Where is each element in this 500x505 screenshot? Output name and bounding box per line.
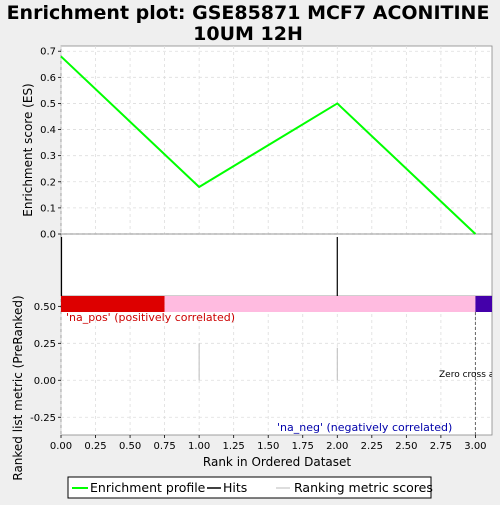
es-y-tick-label: 0.2 — [40, 177, 56, 188]
es-y-tick-label: 0.3 — [40, 151, 56, 162]
x-axis-label: Rank in Ordered Dataset — [203, 455, 351, 469]
metric-y-axis-label: Ranked list metric (PreRanked) — [11, 295, 25, 480]
metric-y-tick-label: -0.25 — [30, 413, 56, 424]
es-y-tick-label: 0.7 — [40, 47, 56, 58]
x-tick-label: 0.75 — [153, 441, 175, 452]
positive-correlation-label: 'na_pos' (positively correlated) — [66, 311, 235, 324]
x-tick-label: 1.75 — [292, 441, 314, 452]
x-tick-label: 2.00 — [326, 441, 348, 452]
legend-label-ranking-metric: Ranking metric scores — [294, 480, 433, 495]
x-tick-label: 1.50 — [257, 441, 279, 452]
es-y-axis-label: Enrichment score (ES) — [21, 83, 35, 216]
chart-marks — [60, 55, 492, 435]
legend-label-hits: Hits — [223, 480, 247, 495]
metric-y-tick-label: 0.00 — [34, 376, 56, 387]
x-tick-label: 1.00 — [188, 441, 210, 452]
es-y-tick-label: 0.4 — [40, 125, 56, 136]
metric-y-tick-label: 0.25 — [34, 339, 56, 350]
x-tick-label: 2.50 — [395, 441, 417, 452]
es-y-tick-label: 0.5 — [40, 99, 56, 110]
x-tick-label: 1.25 — [223, 441, 245, 452]
x-tick-label: 2.75 — [430, 441, 452, 452]
x-tick-label: 2.25 — [361, 441, 383, 452]
color-bar-segment — [475, 296, 492, 312]
es-y-tick-label: 0.6 — [40, 73, 56, 84]
x-tick-label: 3.00 — [464, 441, 486, 452]
metric-y-tick-label: 0.50 — [34, 302, 56, 313]
chart-title-line-1: Enrichment plot: GSE85871 MCF7 ACONITINE — [7, 2, 490, 24]
legend-label-enrichment-profile: Enrichment profile — [90, 480, 206, 495]
chart-title-line-2: 10UM 12H — [193, 23, 303, 45]
x-tick-label: 0.00 — [50, 441, 72, 452]
zero-cross-label: Zero cross at 3 — [439, 370, 500, 380]
es-y-tick-label: 0.0 — [40, 230, 56, 241]
es-y-tick-label: 0.1 — [40, 203, 56, 214]
enrichment-profile-line — [60, 55, 477, 235]
x-tick-label: 0.50 — [119, 441, 141, 452]
color-bar-segment — [164, 296, 476, 312]
x-tick-label: 0.25 — [84, 441, 106, 452]
tick-labels: 0.00 0.25 0.50 0.75 1.00 1.25 1.50 1.75 2.00 2.25… — [30, 47, 486, 452]
negative-correlation-label: 'na_neg' (negatively correlated) — [277, 421, 452, 434]
grid-lines — [60, 46, 492, 435]
legend: Enrichment profile Hits Ranking metric s… — [67, 476, 433, 499]
color-bar-segment — [61, 296, 165, 312]
legend-box — [67, 476, 432, 499]
hits-panel — [60, 233, 493, 298]
